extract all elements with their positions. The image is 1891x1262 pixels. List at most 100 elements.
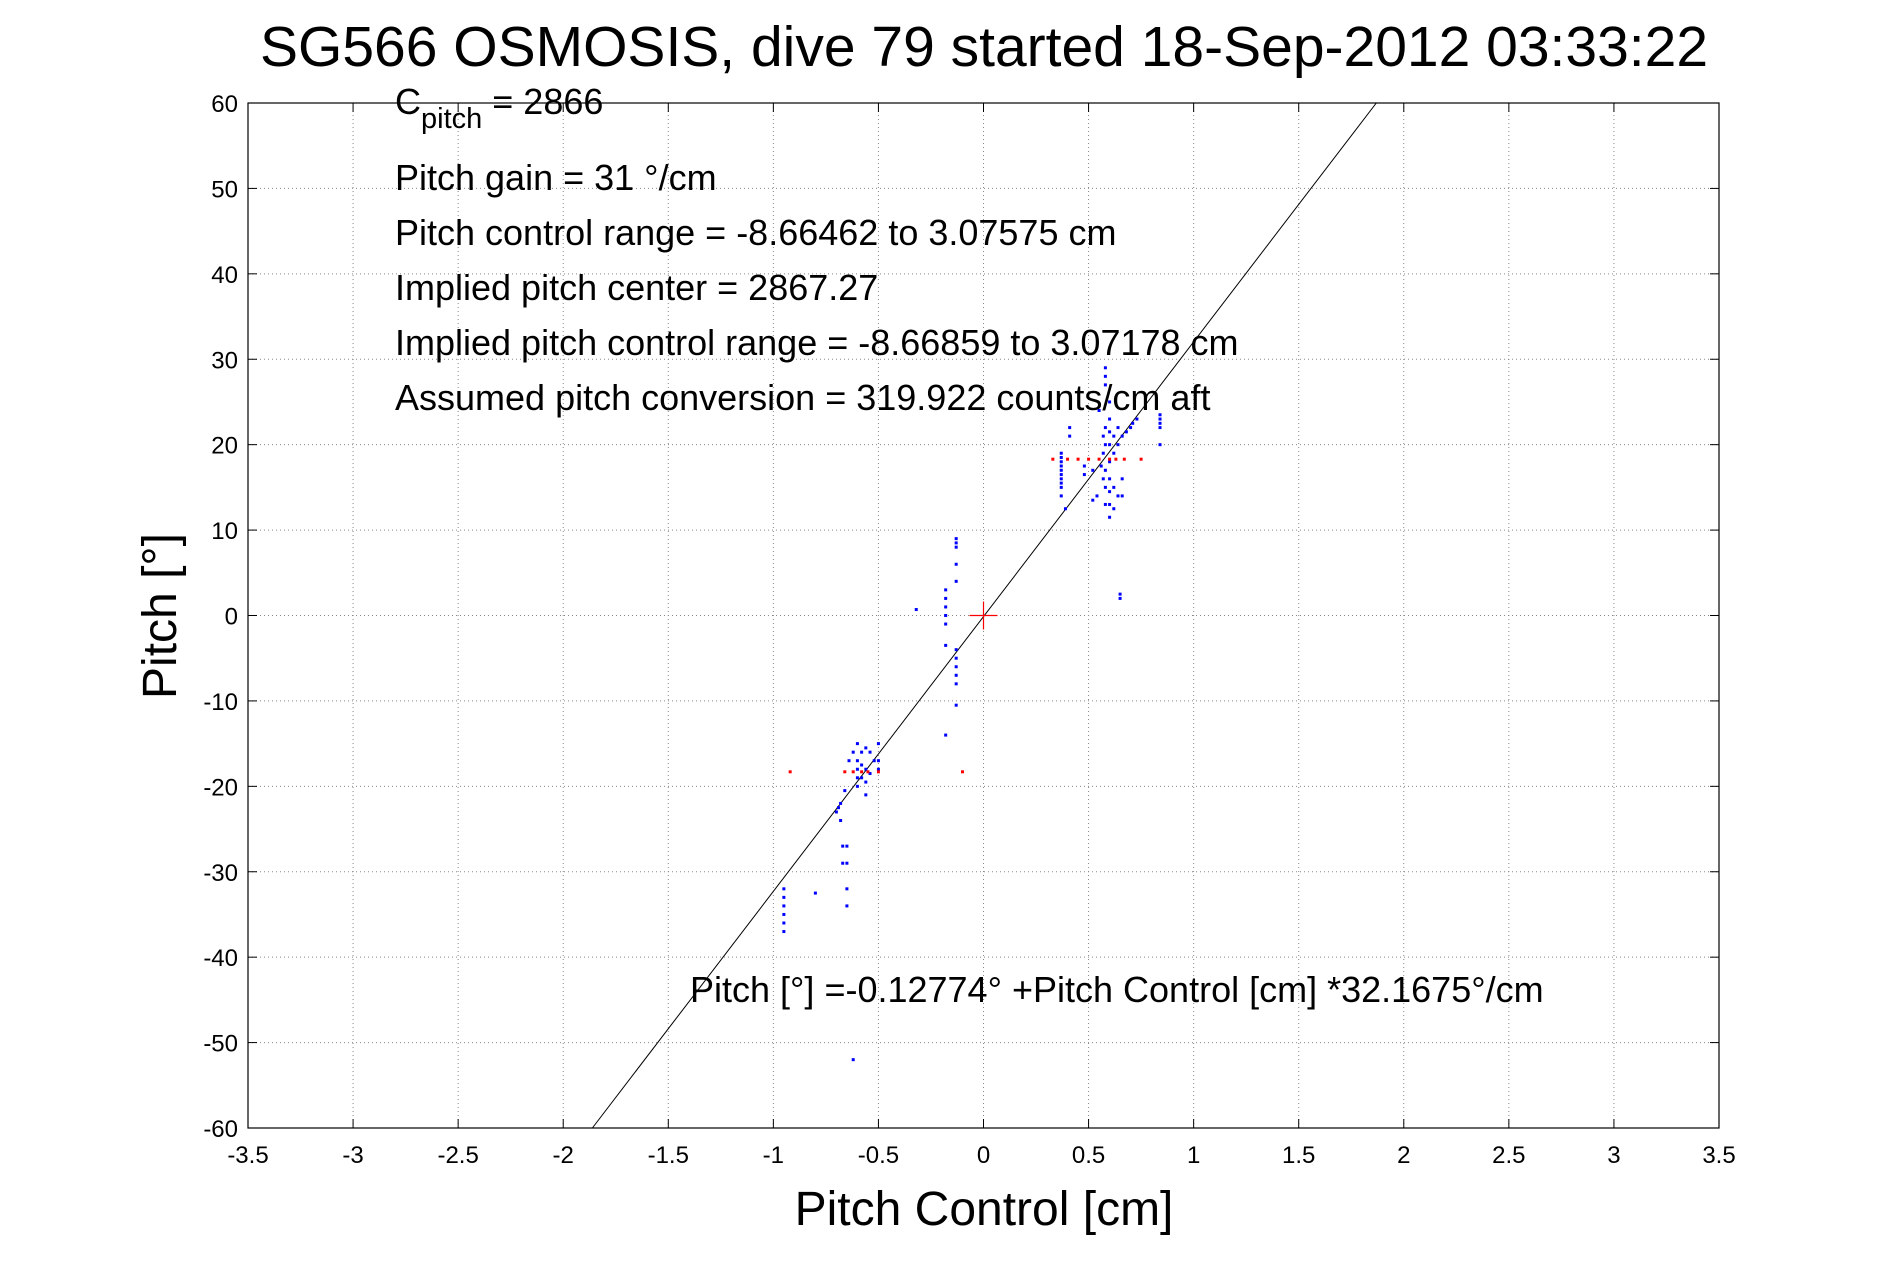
data-point [960,770,964,774]
data-point [1158,421,1162,425]
data-point [944,614,948,617]
y-tick-label: -10 [203,689,238,716]
data-point [788,770,792,774]
data-point [1103,468,1107,472]
data-point [860,750,864,754]
data-point [954,665,958,669]
x-tick-label: 1 [1187,1142,1200,1169]
tick-labels: -3.5 -3 -2.5 -2 -1.5 -1 -0.5 0 0.5 1 1.5 2 2.5 3 3.5 60… [203,91,1735,1169]
x-tick-label: -2.5 [437,1142,478,1169]
data-point [944,643,948,647]
data-point [1139,457,1143,461]
data-point [1158,413,1162,417]
data-point [845,904,849,908]
data-point [782,887,786,891]
data-point [1116,426,1120,430]
data-point [944,596,948,600]
data-point [1097,409,1101,412]
data-point [1101,434,1105,438]
c-pitch-annotation: Cpitch = 2866 [395,81,603,135]
x-tick-label: 3.5 [1702,1142,1735,1169]
data-point [1095,494,1099,498]
data-point [864,767,868,771]
data-point [876,742,880,746]
x-tick-label: 2.5 [1492,1142,1525,1169]
data-point [1129,426,1133,430]
data-point [1103,443,1107,447]
data-point [1087,457,1091,461]
data-point [1059,451,1063,455]
x-axis-label: Pitch Control [cm] [795,1183,1174,1236]
data-point [855,776,859,780]
data-point [876,767,880,771]
data-point [1112,451,1116,455]
data-point [1122,457,1126,461]
data-point [864,780,868,784]
data-point [851,750,855,754]
origin-cross-marker [969,601,998,630]
y-axis-label: Pitch [°] [134,533,187,699]
data-points [782,366,1162,1062]
data-point [954,545,958,549]
data-point [876,770,880,774]
data-point [954,648,958,652]
data-point [1091,468,1095,472]
y-tick-label: 10 [211,518,238,545]
data-point [1097,457,1101,461]
data-point [872,759,876,763]
data-point [1059,485,1063,489]
data-point [866,770,870,774]
x-tick-label: 2 [1397,1142,1410,1169]
data-point [1059,481,1063,485]
data-point [1108,490,1112,494]
data-point [1066,457,1070,461]
data-point [1108,417,1112,421]
data-point [1103,374,1107,378]
data-point [876,759,880,763]
data-point [1103,502,1107,506]
fit-equation: Pitch [°] =-0.12774° +Pitch Control [cm]… [690,969,1544,1010]
y-tick-label: 20 [211,433,238,460]
data-point [1118,592,1122,596]
c-pitch-sub: pitch [421,103,482,135]
x-tick-label: -3.5 [227,1142,268,1169]
data-point [954,541,958,545]
y-tick-label: 60 [211,91,238,118]
c-pitch-value: = 2866 [482,81,603,122]
data-point [1116,443,1120,447]
data-point [1059,460,1063,464]
data-point [1101,451,1105,455]
data-point [845,887,849,891]
data-point [954,537,958,541]
x-tick-label: -0.5 [858,1142,899,1169]
data-point [1101,477,1105,481]
x-tick-label: -2 [553,1142,574,1169]
data-point [954,656,958,660]
data-point [841,844,845,848]
data-point [1059,468,1063,472]
data-point [860,770,864,774]
data-point [1082,464,1086,468]
data-point [1108,502,1112,506]
data-point [1118,596,1122,600]
data-point [1108,430,1112,434]
data-point [860,776,864,780]
data-point [1135,417,1139,421]
y-tick-label: -40 [203,945,238,972]
data-point [1068,434,1072,438]
data-point [1082,473,1086,477]
pitch-center-marks-series [788,457,1143,774]
annotation-block: Cpitch = 2866 Pitch gain = 31 °/cm Pitch… [395,81,1239,418]
data-point [839,801,843,805]
data-point [954,703,958,707]
y-tick-label: -30 [203,860,238,887]
data-point [855,784,859,788]
data-point [1059,473,1063,477]
data-point [834,810,838,814]
annotation-conversion: Assumed pitch conversion = 319.922 count… [395,377,1210,418]
chart-title: SG566 OSMOSIS, dive 79 started 18-Sep-20… [260,15,1708,79]
data-point [839,819,843,822]
data-point [843,770,847,774]
data-point [1108,515,1112,519]
data-point [944,588,948,592]
